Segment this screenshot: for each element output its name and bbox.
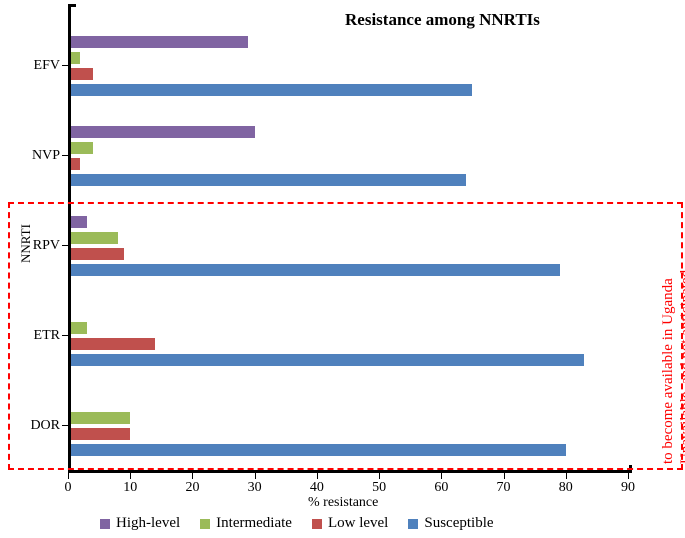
legend: High-level Intermediate Low level Susceptib… [100,515,494,532]
legend-swatch [312,519,322,529]
x-tick-label: 60 [434,480,448,496]
legend-label: Intermediate [216,515,292,532]
category-label: NVP [26,148,60,164]
legend-label: Low level [328,515,388,532]
annotation-box [8,202,683,470]
bar [71,174,466,186]
nnrti-chart: Resistance among NNRTIs 0102030405060708… [0,0,685,538]
x-tick-label: 10 [123,480,137,496]
legend-item: Intermediate [200,515,292,532]
bar [71,52,80,64]
x-tick-label: 50 [372,480,386,496]
bar [71,36,248,48]
x-axis-line [68,470,632,473]
x-tick-label: 90 [621,480,635,496]
legend-swatch [100,519,110,529]
category-label: EFV [26,58,60,74]
x-tick-label: 0 [65,480,72,496]
x-tick-label: 70 [497,480,511,496]
bar [71,142,93,154]
bar [71,158,80,170]
x-tick-label: 20 [185,480,199,496]
x-axis-label: % resistance [308,495,378,511]
legend-item: Low level [312,515,388,532]
bar [71,84,472,96]
legend-swatch [408,519,418,529]
bar [71,126,255,138]
annotation-text: to become available in Uganda [660,278,677,464]
legend-label: High-level [116,515,180,532]
annotation-text: Unavailable, and not anticipated [678,269,685,463]
bar [71,68,93,80]
x-tick-label: 80 [559,480,573,496]
legend-label: Susceptible [424,515,493,532]
legend-item: High-level [100,515,180,532]
x-tick-label: 40 [310,480,324,496]
legend-item: Susceptible [408,515,493,532]
x-tick-label: 30 [248,480,262,496]
legend-swatch [200,519,210,529]
